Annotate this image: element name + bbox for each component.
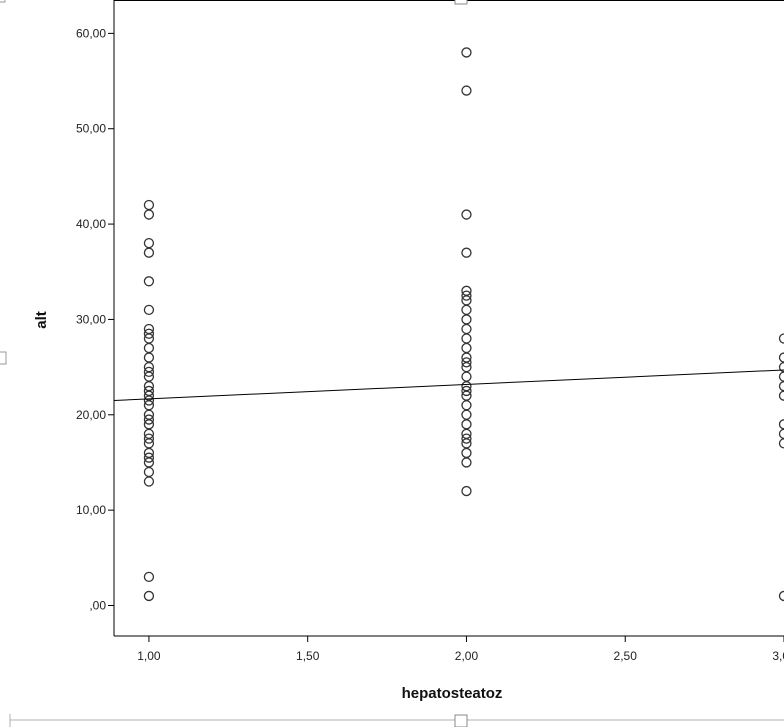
- data-point: [778, 381, 784, 392]
- data-point: [461, 433, 472, 444]
- y-tick-label: 40,00: [76, 217, 106, 231]
- data-point: [461, 85, 472, 96]
- data-point: [778, 371, 784, 382]
- data-point: [461, 447, 472, 459]
- data-point: [143, 395, 155, 406]
- data-point: [461, 323, 472, 335]
- data-point: [143, 247, 155, 258]
- data-point: [461, 385, 472, 397]
- data-points: [143, 47, 784, 602]
- data-point: [143, 304, 155, 316]
- x-tick-label: 3,00: [772, 649, 784, 663]
- data-point: [461, 247, 472, 258]
- data-point: [778, 438, 784, 449]
- data-point: [143, 209, 155, 220]
- data-point: [461, 342, 472, 354]
- data-point: [778, 333, 784, 344]
- x-tick-label: 1,50: [296, 649, 320, 663]
- data-point: [143, 476, 155, 487]
- data-point: [461, 457, 472, 468]
- resize-handle-top-left[interactable]: [0, 0, 6, 3]
- data-point: [778, 590, 784, 602]
- data-point: [461, 400, 472, 411]
- data-point: [143, 590, 155, 602]
- data-point: [461, 209, 472, 220]
- data-point: [143, 433, 155, 444]
- data-point: [461, 290, 472, 301]
- y-tick-label: 60,00: [76, 26, 106, 40]
- plot-frame-group: [113, 0, 784, 637]
- x-tick-label: 2,50: [614, 649, 638, 663]
- x-tick-label: 2,00: [455, 649, 479, 663]
- x-axis-title: hepatosteatoz: [402, 685, 503, 702]
- y-tick-label: 30,00: [76, 312, 106, 326]
- data-point: [461, 419, 472, 430]
- data-point: [143, 571, 155, 583]
- y-axis-title: alt: [33, 311, 50, 329]
- resize-handle-left[interactable]: [0, 351, 7, 365]
- data-point: [143, 366, 155, 378]
- data-point: [143, 466, 155, 478]
- data-point: [461, 371, 472, 382]
- data-point: [461, 485, 472, 497]
- fit-line: [113, 369, 784, 401]
- data-point: [778, 419, 784, 430]
- y-tick-label: 20,00: [76, 408, 106, 422]
- data-point: [778, 428, 784, 440]
- resize-handle-bottom[interactable]: [454, 714, 468, 727]
- y-tick-label: 10,00: [76, 503, 106, 517]
- data-point: [143, 328, 155, 339]
- y-tick-label: ,00: [89, 598, 106, 612]
- data-point: [143, 352, 155, 363]
- resize-handle-top[interactable]: [454, 0, 468, 5]
- data-point: [461, 304, 472, 316]
- data-point: [143, 199, 155, 211]
- data-point: [461, 357, 472, 368]
- data-point: [461, 47, 472, 58]
- data-point: [778, 361, 784, 373]
- data-point: [461, 333, 472, 344]
- y-tick-label: 50,00: [76, 122, 106, 136]
- data-point: [143, 414, 155, 425]
- data-point: [461, 314, 472, 325]
- data-point: [143, 237, 155, 249]
- data-point: [143, 342, 155, 354]
- data-point: [778, 390, 784, 401]
- data-point: [778, 352, 784, 363]
- x-tick-label: 1,00: [137, 649, 161, 663]
- x-axis-ticks: 1,00 1,50 2,00 2,50 3,00: [137, 636, 784, 663]
- data-point: [461, 409, 472, 420]
- y-axis-ticks: ,00 10,00 20,00 30,00 40,00 50,00 60,00: [76, 26, 114, 612]
- data-point: [143, 276, 155, 287]
- data-point: [143, 452, 155, 463]
